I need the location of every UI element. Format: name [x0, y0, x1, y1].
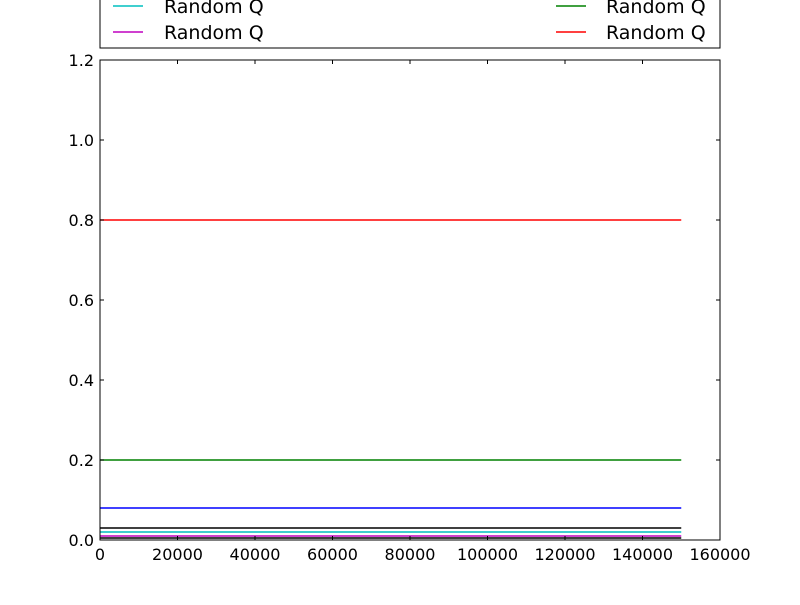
legend-label: Random Q [606, 0, 706, 18]
x-tick-label: 120000 [534, 545, 595, 564]
legend: Random Q Random Q Random Q Random Q [99, 0, 721, 49]
x-tick-label: 140000 [612, 545, 673, 564]
x-tick-label: 60000 [307, 545, 358, 564]
plot-frame [99, 59, 721, 541]
legend-label: Random Q [164, 22, 264, 44]
x-tick-label: 0 [95, 545, 105, 564]
x-tick-label: 40000 [230, 545, 281, 564]
y-tick-label: 1.0 [69, 131, 94, 150]
y-tick-label: 0.8 [69, 211, 94, 230]
x-tick-label: 20000 [152, 545, 203, 564]
legend-label: Random Q [164, 0, 264, 18]
y-tick-label: 0.6 [69, 291, 94, 310]
x-tick-label: 160000 [689, 545, 750, 564]
y-tick-label: 0.4 [69, 371, 94, 390]
plot-area [100, 60, 720, 540]
ticks-layer: 0 20000 40000 60000 80000 100000 120000 140000 1… [69, 51, 751, 564]
x-tick-label: 100000 [457, 545, 518, 564]
y-tick-label: 1.2 [69, 51, 94, 70]
legend-label: Random Q [606, 22, 706, 44]
legend-box [99, 0, 721, 49]
y-tick-label: 0.0 [69, 531, 94, 550]
x-tick-label: 80000 [385, 545, 436, 564]
series-layer [100, 219, 682, 539]
y-tick-label: 0.2 [69, 451, 94, 470]
